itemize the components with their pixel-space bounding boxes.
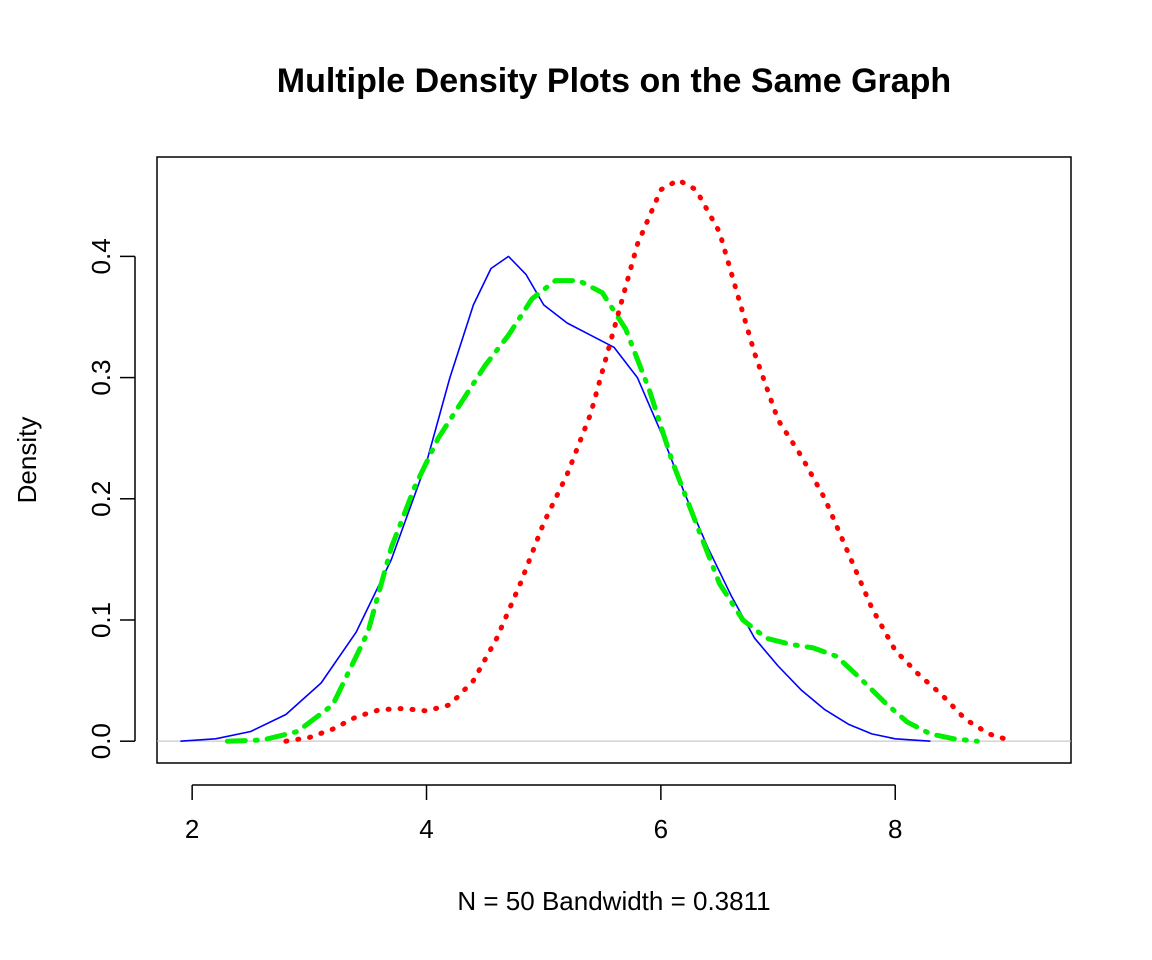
- series-layer: [180, 177, 1015, 744]
- y-tick-label: 0.3: [86, 360, 116, 396]
- x-tick-label: 8: [888, 814, 902, 844]
- y-tick-label: 0.4: [86, 238, 116, 274]
- plot-area-frame: [156, 156, 1072, 764]
- y-tick-label: 0.2: [86, 481, 116, 517]
- y-axis: 0.0 0.1 0.2 0.3 0.4: [86, 238, 136, 759]
- y-tick-label: 0.1: [86, 602, 116, 638]
- x-axis: 2 4 6 8: [185, 784, 902, 844]
- x-tick-label: 4: [419, 814, 433, 844]
- x-axis-label: N = 50 Bandwidth = 0.3811: [457, 886, 770, 916]
- density-curve-1: [180, 255, 931, 742]
- density-curve-3: [283, 177, 1015, 744]
- y-tick-label: 0.0: [86, 723, 116, 759]
- density-curve-2: [224, 278, 980, 744]
- chart-title: Multiple Density Plots on the Same Graph: [277, 62, 951, 100]
- x-tick-label: 6: [654, 814, 668, 844]
- y-axis-label: Density: [12, 417, 42, 504]
- x-tick-label: 2: [185, 814, 199, 844]
